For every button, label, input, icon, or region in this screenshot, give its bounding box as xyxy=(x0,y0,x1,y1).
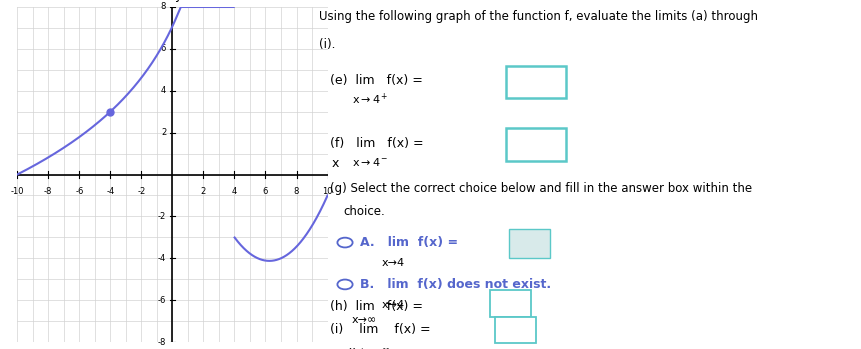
Text: (e)  lim   f(x) =: (e) lim f(x) = xyxy=(330,74,422,87)
Text: 6: 6 xyxy=(263,187,268,196)
Text: Using the following graph of the function f, evaluate the limits (a) through: Using the following graph of the functio… xyxy=(319,10,757,23)
Text: A.   lim  f(x) =: A. lim f(x) = xyxy=(359,236,457,249)
Text: x$\rightarrow$4$^-$: x$\rightarrow$4$^-$ xyxy=(351,156,387,168)
Text: (g) Select the correct choice below and fill in the answer box within the: (g) Select the correct choice below and … xyxy=(330,182,751,195)
Text: (h)  lim   f(x) =: (h) lim f(x) = xyxy=(330,300,422,313)
Text: 8: 8 xyxy=(161,2,166,12)
Text: 2: 2 xyxy=(161,128,166,137)
FancyBboxPatch shape xyxy=(508,229,549,258)
Text: -8: -8 xyxy=(44,187,53,196)
Text: x→∞: x→∞ xyxy=(351,315,376,325)
Text: − 3: − 3 xyxy=(524,74,547,87)
Text: 6: 6 xyxy=(161,44,166,53)
Text: -6: -6 xyxy=(75,187,84,196)
Text: x→4: x→4 xyxy=(381,300,404,310)
Text: -10: -10 xyxy=(10,187,24,196)
Text: 10: 10 xyxy=(322,187,332,196)
Text: x: x xyxy=(331,157,338,170)
Text: -8: -8 xyxy=(158,337,166,347)
Text: x→ − ∞: x→ − ∞ xyxy=(349,346,390,349)
Text: x$\rightarrow$4$^+$: x$\rightarrow$4$^+$ xyxy=(351,92,387,107)
Text: 8: 8 xyxy=(294,187,299,196)
Text: -2: -2 xyxy=(137,187,146,196)
Text: -6: -6 xyxy=(158,296,166,305)
Text: y: y xyxy=(174,0,182,2)
Text: x→4: x→4 xyxy=(381,258,404,268)
Text: -4: -4 xyxy=(106,187,115,196)
Text: 4: 4 xyxy=(161,86,166,95)
Text: choice.: choice. xyxy=(343,205,385,218)
Text: ∞: ∞ xyxy=(530,136,541,150)
FancyBboxPatch shape xyxy=(495,317,536,343)
FancyBboxPatch shape xyxy=(489,290,530,317)
Text: 2: 2 xyxy=(201,187,206,196)
Text: (i).: (i). xyxy=(319,38,335,51)
Text: (i)    lim    f(x) =: (i) lim f(x) = xyxy=(330,322,430,336)
Text: 4: 4 xyxy=(232,187,237,196)
Text: -2: -2 xyxy=(158,212,166,221)
Text: B.   lim  f(x) does not exist.: B. lim f(x) does not exist. xyxy=(359,278,550,291)
FancyBboxPatch shape xyxy=(505,66,566,98)
Text: (f)   lim   f(x) =: (f) lim f(x) = xyxy=(330,136,423,150)
Text: -4: -4 xyxy=(158,254,166,263)
FancyBboxPatch shape xyxy=(505,128,566,161)
